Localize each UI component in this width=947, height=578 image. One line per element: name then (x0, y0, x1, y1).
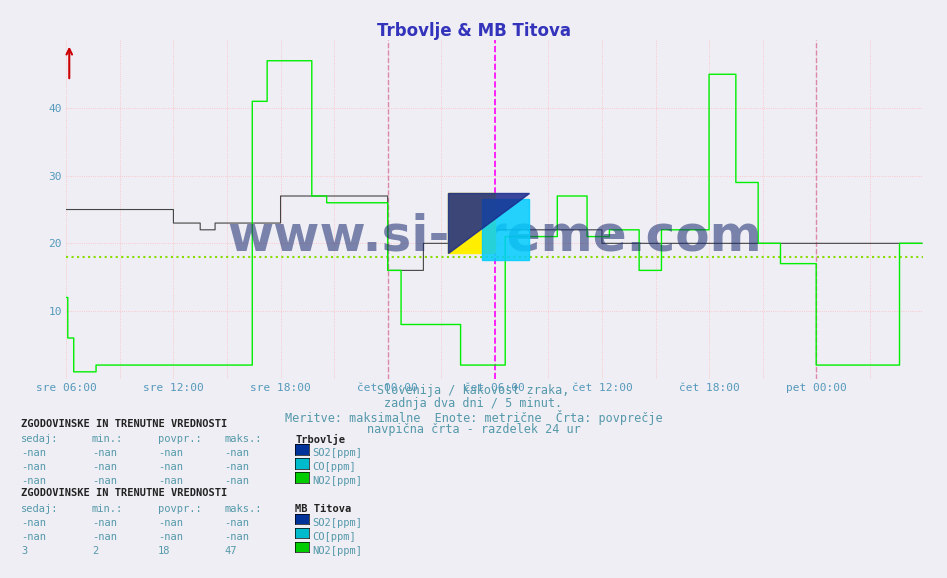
Text: -nan: -nan (92, 532, 116, 542)
Text: -nan: -nan (224, 532, 249, 542)
Text: sedaj:: sedaj: (21, 503, 59, 514)
Text: -nan: -nan (224, 449, 249, 458)
Text: maks.:: maks.: (224, 503, 262, 514)
Text: -nan: -nan (158, 449, 183, 458)
Text: NO2[ppm]: NO2[ppm] (313, 476, 363, 486)
Text: ZGODOVINSKE IN TRENUTNE VREDNOSTI: ZGODOVINSKE IN TRENUTNE VREDNOSTI (21, 419, 227, 429)
Text: ZGODOVINSKE IN TRENUTNE VREDNOSTI: ZGODOVINSKE IN TRENUTNE VREDNOSTI (21, 488, 227, 498)
Text: povpr.:: povpr.: (158, 503, 202, 514)
Text: Trbovlje: Trbovlje (295, 434, 346, 445)
Polygon shape (448, 192, 529, 254)
Text: -nan: -nan (92, 449, 116, 458)
Text: 3: 3 (21, 546, 27, 555)
Text: -nan: -nan (92, 476, 116, 486)
Bar (482, 199, 529, 260)
Text: Trbovlje & MB Titova: Trbovlje & MB Titova (377, 22, 570, 40)
Text: CO[ppm]: CO[ppm] (313, 462, 356, 472)
Text: -nan: -nan (158, 518, 183, 528)
Text: -nan: -nan (158, 476, 183, 486)
Text: maks.:: maks.: (224, 434, 262, 444)
Text: min.:: min.: (92, 503, 123, 514)
Text: NO2[ppm]: NO2[ppm] (313, 546, 363, 555)
Text: navpična črta - razdelek 24 ur: navpična črta - razdelek 24 ur (366, 423, 581, 435)
Text: CO[ppm]: CO[ppm] (313, 532, 356, 542)
Text: sedaj:: sedaj: (21, 434, 59, 444)
Text: www.si-vreme.com: www.si-vreme.com (227, 213, 762, 261)
Text: -nan: -nan (21, 462, 45, 472)
Text: zadnja dva dni / 5 minut.: zadnja dva dni / 5 minut. (384, 397, 563, 410)
Text: -nan: -nan (92, 518, 116, 528)
Text: -nan: -nan (158, 532, 183, 542)
Text: 2: 2 (92, 546, 98, 555)
Text: povpr.:: povpr.: (158, 434, 202, 444)
Text: 18: 18 (158, 546, 170, 555)
Text: 47: 47 (224, 546, 237, 555)
Text: -nan: -nan (158, 462, 183, 472)
Text: -nan: -nan (21, 449, 45, 458)
Text: SO2[ppm]: SO2[ppm] (313, 518, 363, 528)
Text: Slovenija / kakovost zraka,: Slovenija / kakovost zraka, (377, 384, 570, 397)
Text: -nan: -nan (21, 476, 45, 486)
Text: -nan: -nan (224, 518, 249, 528)
Text: SO2[ppm]: SO2[ppm] (313, 449, 363, 458)
Text: -nan: -nan (92, 462, 116, 472)
Text: -nan: -nan (224, 462, 249, 472)
Text: MB Titova: MB Titova (295, 503, 351, 514)
Bar (448, 192, 495, 254)
Text: min.:: min.: (92, 434, 123, 444)
Text: -nan: -nan (224, 476, 249, 486)
Text: Meritve: maksimalne  Enote: metrične  Črta: povprečje: Meritve: maksimalne Enote: metrične Črta… (285, 410, 662, 425)
Text: -nan: -nan (21, 518, 45, 528)
Text: -nan: -nan (21, 532, 45, 542)
